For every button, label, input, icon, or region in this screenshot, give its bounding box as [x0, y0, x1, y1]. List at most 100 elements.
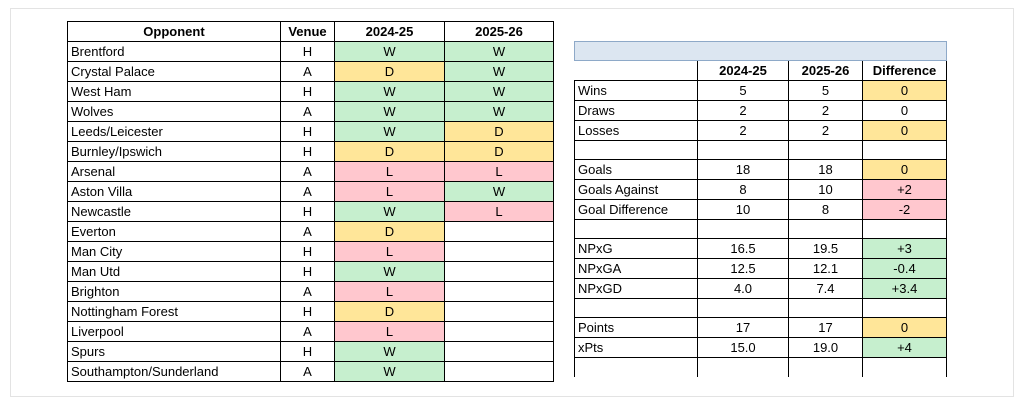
fixture-row: Burnley/Ipswich H D D [67, 141, 554, 162]
summary-2025-26-cell: 19.5 [788, 238, 863, 259]
summary-2024-25-cell: 17 [697, 317, 789, 338]
summary-spacer-row [574, 298, 947, 318]
venue-cell: A [280, 281, 335, 302]
opponent-cell: Arsenal [67, 161, 281, 182]
summary-2024-25-cell: 15.0 [697, 337, 789, 358]
result-2025-26-cell [444, 361, 554, 382]
summary-spacer-cell [697, 219, 789, 239]
summary-difference-cell: -0.4 [862, 258, 947, 279]
result-2025-26-cell: L [444, 201, 554, 222]
summary-spacer-cell [697, 357, 789, 377]
summary-row: Losses 2 2 0 [574, 120, 947, 141]
summary-header-difference: Difference [862, 60, 947, 81]
summary-header-2025-26: 2025-26 [788, 60, 863, 81]
summary-difference-cell: -2 [862, 199, 947, 220]
summary-spacer-cell [788, 298, 863, 318]
summary-spacer-cell [788, 219, 863, 239]
venue-cell: A [280, 321, 335, 342]
result-2025-26-cell [444, 241, 554, 262]
summary-2024-25-cell: 10 [697, 199, 789, 220]
venue-cell: A [280, 181, 335, 202]
result-2024-25-cell: W [334, 41, 445, 62]
summary-title-cell [574, 41, 947, 61]
summary-difference-cell: +2 [862, 179, 947, 200]
summary-title-bar [574, 41, 947, 61]
result-2024-25-cell: W [334, 101, 445, 122]
summary-2024-25-cell: 12.5 [697, 258, 789, 279]
summary-label-cell: NPxGA [574, 258, 698, 279]
result-2025-26-cell: W [444, 181, 554, 202]
summary-label-cell: Wins [574, 80, 698, 101]
venue-cell: H [280, 81, 335, 102]
summary-2024-25-cell: 8 [697, 179, 789, 200]
summary-row: Goal Difference 10 8 -2 [574, 199, 947, 220]
summary-spacer-cell [697, 298, 789, 318]
fixture-row: Man City H L [67, 241, 554, 262]
opponent-cell: Brighton [67, 281, 281, 302]
header-2024-25: 2024-25 [334, 21, 445, 42]
opponent-cell: Crystal Palace [67, 61, 281, 82]
result-2025-26-cell: W [444, 101, 554, 122]
summary-difference-cell: 0 [862, 317, 947, 338]
summary-2024-25-cell: 4.0 [697, 278, 789, 299]
result-2024-25-cell: L [334, 281, 445, 302]
summary-2024-25-cell: 18 [697, 159, 789, 180]
result-2024-25-cell: L [334, 241, 445, 262]
summary-spacer-cell [862, 140, 947, 160]
venue-cell: H [280, 141, 335, 162]
result-2025-26-cell: W [444, 81, 554, 102]
fixture-row: Leeds/Leicester H W D [67, 121, 554, 142]
opponent-cell: Newcastle [67, 201, 281, 222]
venue-cell: H [280, 341, 335, 362]
result-2024-25-cell: W [334, 121, 445, 142]
summary-spacer-row [574, 140, 947, 160]
venue-cell: A [280, 361, 335, 382]
result-2025-26-cell: D [444, 141, 554, 162]
venue-cell: H [280, 241, 335, 262]
summary-2025-26-cell: 7.4 [788, 278, 863, 299]
summary-difference-cell: 0 [862, 100, 947, 121]
fixture-row: Arsenal A L L [67, 161, 554, 182]
summary-label-cell: xPts [574, 337, 698, 358]
venue-cell: H [280, 201, 335, 222]
fixture-row: Nottingham Forest H D [67, 301, 554, 322]
summary-difference-cell: +4 [862, 337, 947, 358]
venue-cell: A [280, 101, 335, 122]
summary-difference-cell: +3.4 [862, 278, 947, 299]
summary-spacer-cell [574, 357, 698, 377]
result-2024-25-cell: D [334, 221, 445, 242]
result-2024-25-cell: L [334, 161, 445, 182]
opponent-cell: Nottingham Forest [67, 301, 281, 322]
summary-difference-cell: +3 [862, 238, 947, 259]
summary-label-cell: NPxGD [574, 278, 698, 299]
result-2025-26-cell: W [444, 61, 554, 82]
header-venue: Venue [280, 21, 335, 42]
opponent-cell: Southampton/Sunderland [67, 361, 281, 382]
opponent-cell: Brentford [67, 41, 281, 62]
result-2024-25-cell: W [334, 341, 445, 362]
fixture-row: Brighton A L [67, 281, 554, 302]
opponent-cell: Aston Villa [67, 181, 281, 202]
fixtures-table: Opponent Venue 2024-25 2025-26 Brentford… [67, 21, 554, 382]
summary-difference-cell: 0 [862, 80, 947, 101]
venue-cell: H [280, 301, 335, 322]
opponent-cell: West Ham [67, 81, 281, 102]
summary-row: Goals 18 18 0 [574, 159, 947, 180]
result-2024-25-cell: W [334, 81, 445, 102]
result-2025-26-cell [444, 221, 554, 242]
result-2025-26-cell [444, 301, 554, 322]
summary-2025-26-cell: 5 [788, 80, 863, 101]
fixture-row: Aston Villa A L W [67, 181, 554, 202]
summary-2024-25-cell: 16.5 [697, 238, 789, 259]
opponent-cell: Spurs [67, 341, 281, 362]
summary-spacer-row [574, 357, 947, 377]
summary-spacer-cell [574, 219, 698, 239]
opponent-cell: Everton [67, 221, 281, 242]
summary-spacer-cell [862, 298, 947, 318]
summary-spacer-cell [862, 357, 947, 377]
summary-header-row: 2024-25 2025-26 Difference [575, 60, 947, 81]
result-2025-26-cell: W [444, 41, 554, 62]
summary-2025-26-cell: 8 [788, 199, 863, 220]
result-2025-26-cell: L [444, 161, 554, 182]
summary-2025-26-cell: 18 [788, 159, 863, 180]
